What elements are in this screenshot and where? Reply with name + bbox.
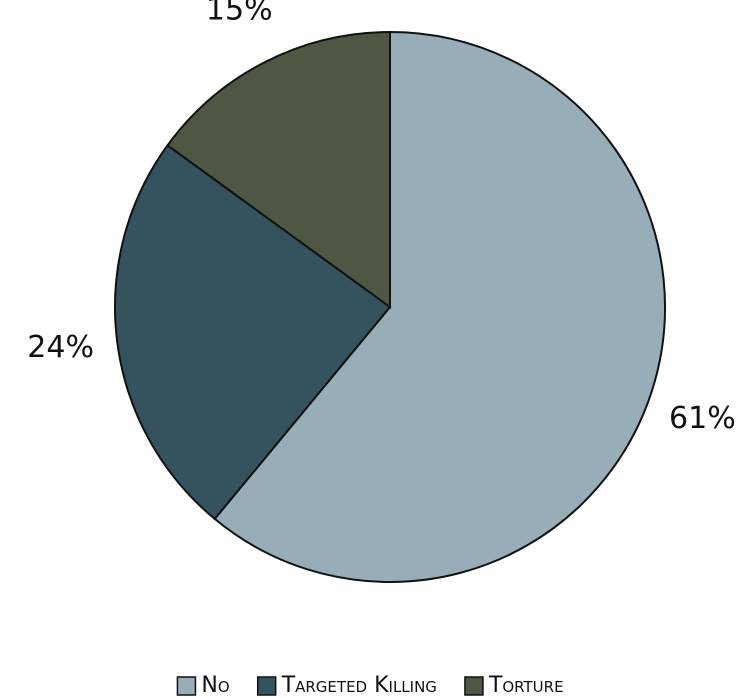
pie-slice bbox=[114, 143, 392, 521]
pie-slice bbox=[213, 30, 666, 583]
pie-slice bbox=[166, 30, 391, 309]
slice-label: 15% bbox=[206, 0, 273, 28]
legend-swatch bbox=[464, 676, 484, 696]
slice-label: 24% bbox=[27, 330, 94, 365]
legend-swatch bbox=[256, 676, 277, 696]
slice-label: 61% bbox=[669, 401, 736, 436]
legend-swatch bbox=[176, 676, 197, 696]
legend-label: Targeted Killing bbox=[281, 673, 437, 698]
legend-label: Torture bbox=[488, 673, 564, 698]
legend-label: No bbox=[201, 673, 229, 698]
